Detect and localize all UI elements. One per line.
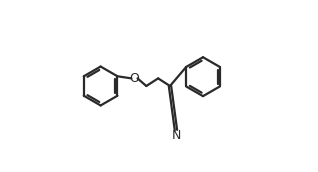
Text: O: O <box>129 72 139 85</box>
Text: N: N <box>172 129 181 142</box>
